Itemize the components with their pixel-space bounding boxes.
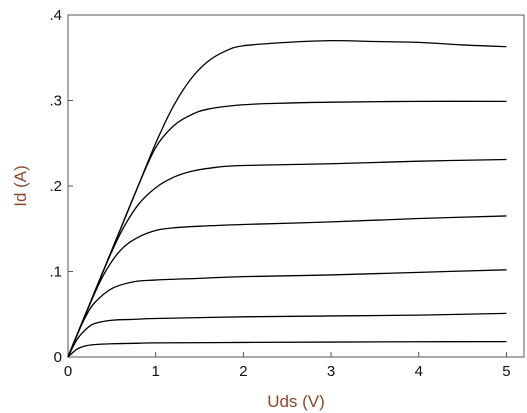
series-line-7 xyxy=(67,39,507,358)
x-tick-label: 2 xyxy=(239,363,247,380)
series-line-4 xyxy=(67,215,507,358)
series-line-6 xyxy=(67,100,507,358)
y-tick-label: .3 xyxy=(49,93,62,110)
x-tick-label: 4 xyxy=(415,363,423,380)
x-axis: 0 1 2 3 4 5 xyxy=(64,352,511,380)
series-line-2 xyxy=(67,312,507,358)
y-axis-title: Id (A) xyxy=(11,165,30,207)
y-tick-label: .1 xyxy=(49,264,62,281)
plot-frame xyxy=(67,14,525,358)
series-line-3 xyxy=(67,269,507,358)
y-tick-label: 0 xyxy=(54,349,62,366)
x-tick-label: 1 xyxy=(152,363,160,380)
x-tick-label: 3 xyxy=(327,363,335,380)
y-tick-label: .4 xyxy=(49,7,62,24)
y-axis: 0 .1 .2 .3 .4 xyxy=(49,7,73,366)
series-line-1 xyxy=(67,340,507,358)
series-curves xyxy=(67,39,507,358)
series-line-5 xyxy=(67,158,507,358)
x-axis-title: Uds (V) xyxy=(267,392,325,411)
x-tick-label: 0 xyxy=(64,363,72,380)
y-tick-label: .2 xyxy=(49,178,62,195)
x-tick-label: 5 xyxy=(502,363,510,380)
